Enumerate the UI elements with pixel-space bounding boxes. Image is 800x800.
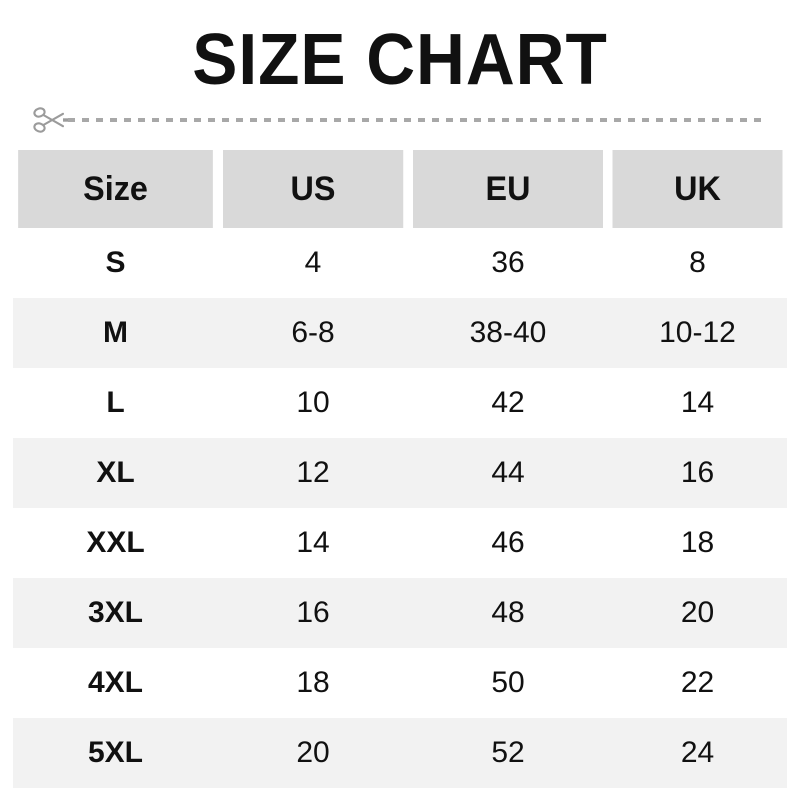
page-title: SIZE CHART (192, 20, 608, 100)
table-row: XXL 14 46 18 (13, 508, 787, 578)
cell-us: 16 (218, 578, 408, 648)
cell-uk: 8 (608, 228, 787, 298)
dashed-cut-line (68, 118, 768, 122)
table-body: S 4 36 8 M 6-8 38-40 10-12 L 10 42 14 XL… (13, 228, 787, 788)
cell-us: 4 (218, 228, 408, 298)
cell-uk: 22 (608, 648, 787, 718)
cell-us: 6-8 (218, 298, 408, 368)
cell-size: XXL (13, 508, 218, 578)
cell-us: 10 (218, 368, 408, 438)
table-row: 5XL 20 52 24 (13, 718, 787, 788)
cell-size: S (13, 228, 218, 298)
cell-eu: 38-40 (408, 298, 608, 368)
table-row: XL 12 44 16 (13, 438, 787, 508)
scissors-icon (33, 107, 68, 133)
cell-uk: 24 (608, 718, 787, 788)
table-row: M 6-8 38-40 10-12 (13, 298, 787, 368)
cell-size: 4XL (13, 648, 218, 718)
column-header-size: Size (18, 150, 213, 228)
cell-uk: 16 (608, 438, 787, 508)
cell-size: L (13, 368, 218, 438)
table-header: Size US EU UK (13, 150, 787, 228)
table-header-row: Size US EU UK (13, 150, 787, 228)
size-chart-table: Size US EU UK S 4 36 8 M 6-8 38-40 10-12… (13, 150, 787, 788)
cell-size: XL (13, 438, 218, 508)
cell-size: 5XL (13, 718, 218, 788)
cell-us: 18 (218, 648, 408, 718)
table-row: S 4 36 8 (13, 228, 787, 298)
column-header-eu: EU (413, 150, 603, 228)
table-row: L 10 42 14 (13, 368, 787, 438)
cell-us: 20 (218, 718, 408, 788)
cell-eu: 36 (408, 228, 608, 298)
column-header-uk: UK (612, 150, 783, 228)
cell-eu: 48 (408, 578, 608, 648)
cell-uk: 10-12 (608, 298, 787, 368)
table-row: 3XL 16 48 20 (13, 578, 787, 648)
cut-here-line (0, 100, 800, 140)
cell-uk: 18 (608, 508, 787, 578)
cell-eu: 52 (408, 718, 608, 788)
cell-eu: 42 (408, 368, 608, 438)
cell-size: M (13, 298, 218, 368)
cell-uk: 14 (608, 368, 787, 438)
cell-size: 3XL (13, 578, 218, 648)
cell-us: 12 (218, 438, 408, 508)
cell-us: 14 (218, 508, 408, 578)
cell-eu: 44 (408, 438, 608, 508)
column-header-us: US (222, 150, 404, 228)
cell-eu: 50 (408, 648, 608, 718)
cell-uk: 20 (608, 578, 787, 648)
cell-eu: 46 (408, 508, 608, 578)
table-row: 4XL 18 50 22 (13, 648, 787, 718)
